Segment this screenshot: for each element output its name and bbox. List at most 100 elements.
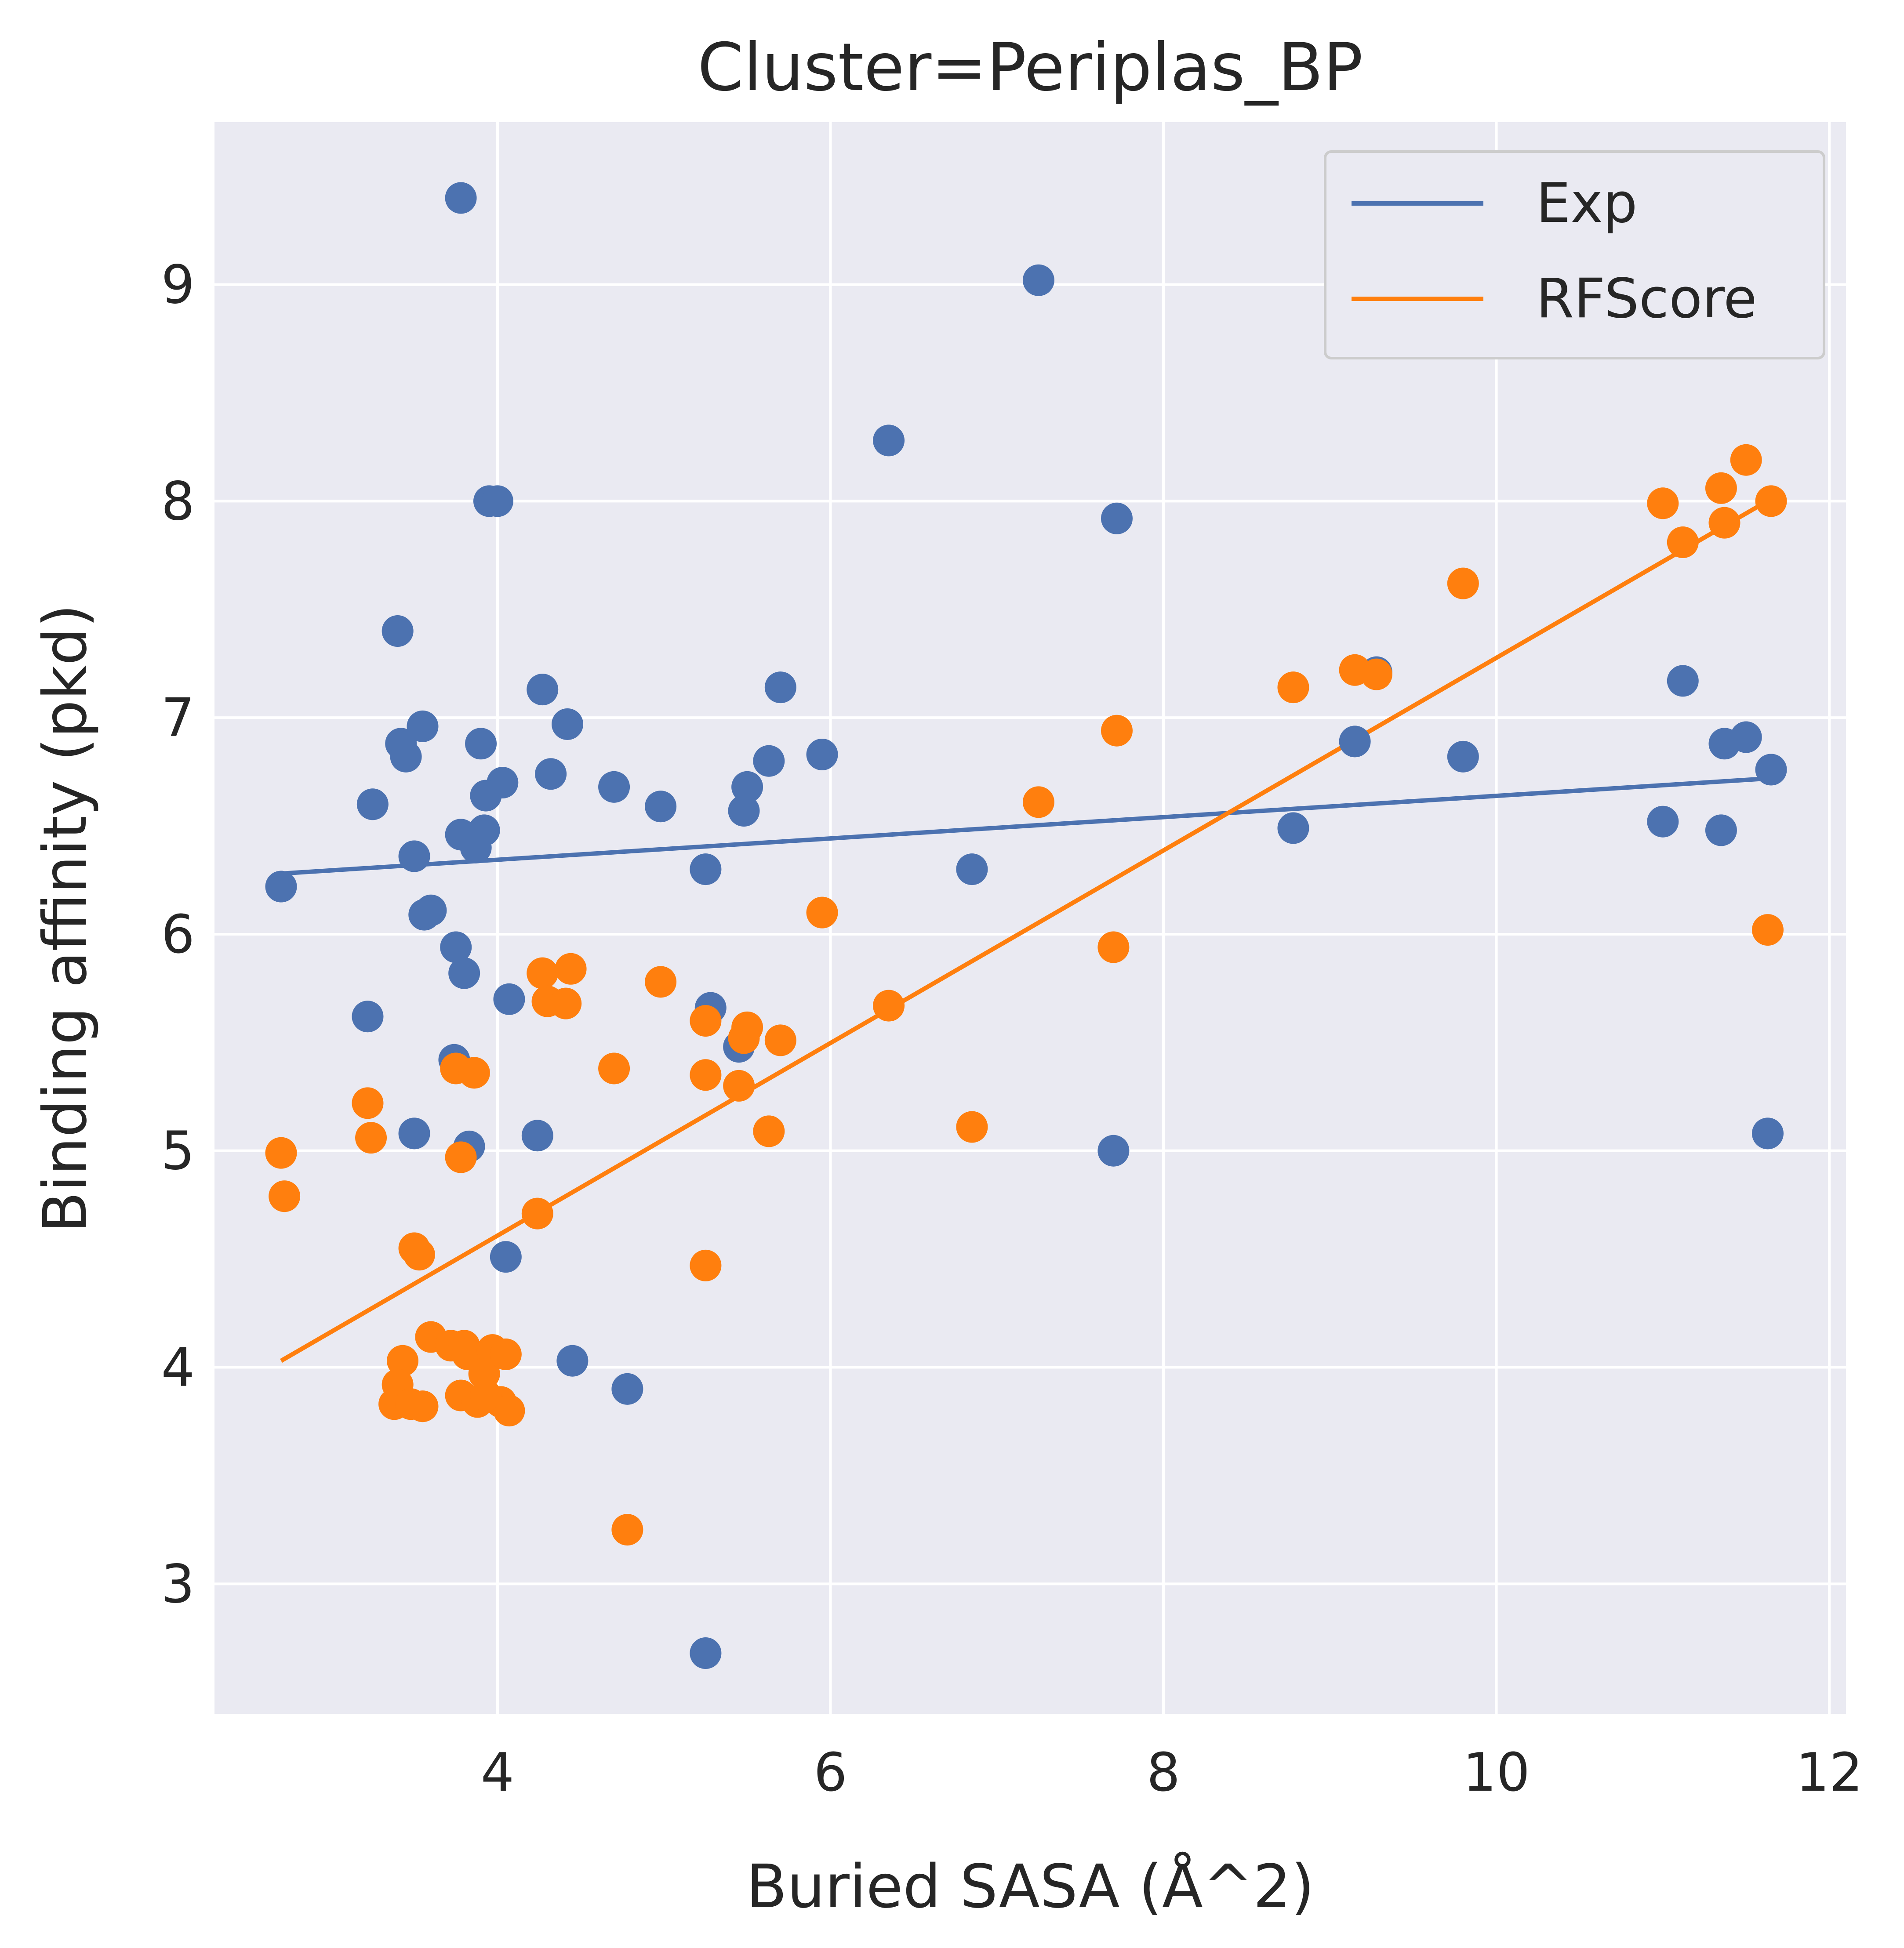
- point-rfscore: [1447, 567, 1479, 599]
- point-exp: [407, 710, 439, 742]
- point-rfscore: [690, 1005, 722, 1037]
- y-tick-label: 4: [161, 1338, 195, 1399]
- point-exp: [445, 182, 477, 214]
- x-tick-label: 4: [481, 1742, 514, 1803]
- point-exp: [556, 1345, 589, 1377]
- point-rfscore: [1667, 526, 1699, 559]
- x-tick-label: 10: [1463, 1742, 1530, 1803]
- point-rfscore: [407, 1390, 439, 1422]
- y-tick-label: 7: [161, 688, 195, 749]
- point-rfscore: [387, 1345, 419, 1377]
- point-rfscore: [1755, 485, 1787, 517]
- point-rfscore: [1708, 507, 1740, 539]
- point-exp: [352, 1001, 384, 1033]
- point-exp: [873, 424, 905, 457]
- point-exp: [806, 738, 838, 770]
- point-exp: [1667, 665, 1699, 697]
- y-tick-labels: 3 4 5 6 7 8 9: [161, 255, 195, 1615]
- point-exp: [493, 983, 525, 1015]
- y-tick-label: 3: [161, 1554, 195, 1615]
- point-rfscore: [445, 1141, 477, 1173]
- point-rfscore: [611, 1514, 643, 1546]
- point-exp: [1447, 740, 1479, 773]
- point-rfscore: [806, 896, 838, 929]
- point-exp: [611, 1373, 643, 1405]
- point-rfscore: [521, 1197, 553, 1230]
- point-rfscore: [458, 1057, 490, 1089]
- point-exp: [753, 745, 785, 777]
- point-exp: [265, 871, 297, 903]
- point-rfscore: [550, 987, 582, 1019]
- point-rfscore: [1101, 715, 1133, 747]
- legend-label-exp: Exp: [1536, 172, 1637, 235]
- point-exp: [1097, 1135, 1130, 1167]
- y-axis-label: Binding affinity (pkd): [31, 604, 100, 1233]
- point-rfscore: [355, 1122, 387, 1154]
- point-rfscore: [1647, 487, 1679, 519]
- point-rfscore: [1360, 658, 1392, 690]
- point-exp: [465, 728, 497, 760]
- x-axis-label: Buried SASA (Å^2): [746, 1852, 1314, 1922]
- point-exp: [408, 899, 440, 931]
- point-exp: [470, 780, 502, 812]
- chart-title: Cluster=Periplas_BP: [698, 29, 1363, 106]
- point-exp: [645, 791, 677, 823]
- point-exp: [1730, 721, 1762, 753]
- point-exp: [521, 1120, 553, 1152]
- point-exp: [1751, 1117, 1784, 1150]
- fit-line-exp: [281, 776, 1771, 876]
- plot-area: [214, 122, 1846, 1714]
- point-exp: [490, 1241, 522, 1273]
- point-rfscore: [527, 957, 559, 989]
- point-exp: [1277, 812, 1309, 844]
- point-rfscore: [690, 1059, 722, 1091]
- point-exp: [598, 771, 630, 803]
- point-exp: [382, 615, 414, 647]
- y-tick-label: 5: [161, 1121, 195, 1182]
- point-rfscore: [1751, 914, 1784, 946]
- point-exp: [552, 708, 584, 740]
- point-rfscore: [493, 1395, 525, 1427]
- point-exp: [398, 1117, 430, 1150]
- point-rfscore: [956, 1111, 988, 1143]
- x-tick-label: 12: [1796, 1742, 1863, 1803]
- y-tick-label: 6: [161, 904, 195, 965]
- point-rfscore: [723, 1070, 755, 1102]
- point-exp: [481, 485, 513, 517]
- point-exp: [440, 931, 472, 963]
- point-exp: [356, 788, 389, 820]
- point-rfscore: [1097, 931, 1130, 963]
- point-rfscore: [764, 1024, 796, 1056]
- point-exp: [1101, 502, 1133, 534]
- point-rfscore: [269, 1180, 301, 1212]
- legend-label-rfscore: RFScore: [1536, 267, 1757, 330]
- point-exp: [390, 740, 422, 773]
- point-exp: [527, 674, 559, 706]
- y-tick-label: 8: [161, 471, 195, 532]
- x-tick-labels: 4 6 8 10 12: [481, 1742, 1863, 1803]
- point-rfscore: [1277, 671, 1309, 704]
- point-rfscore: [598, 1052, 630, 1085]
- point-rfscore: [490, 1338, 522, 1370]
- point-exp: [1705, 814, 1737, 846]
- point-exp: [764, 671, 796, 704]
- point-exp: [956, 853, 988, 885]
- point-rfscore: [873, 990, 905, 1022]
- point-rfscore: [352, 1087, 384, 1119]
- point-rfscore: [470, 1379, 502, 1411]
- x-tick-label: 8: [1147, 1742, 1180, 1803]
- point-rfscore: [690, 1249, 722, 1281]
- legend: Exp RFScore: [1324, 150, 1825, 359]
- point-exp: [398, 840, 430, 872]
- point-rfscore: [403, 1239, 435, 1271]
- scatter-points: [265, 182, 1787, 1669]
- point-exp: [731, 771, 763, 803]
- point-exp: [535, 758, 567, 790]
- point-rfscore: [555, 953, 587, 985]
- point-rfscore: [753, 1115, 785, 1147]
- x-tick-label: 6: [814, 1742, 847, 1803]
- point-exp: [1022, 264, 1054, 296]
- point-exp: [690, 1637, 722, 1669]
- point-exp: [1339, 726, 1371, 758]
